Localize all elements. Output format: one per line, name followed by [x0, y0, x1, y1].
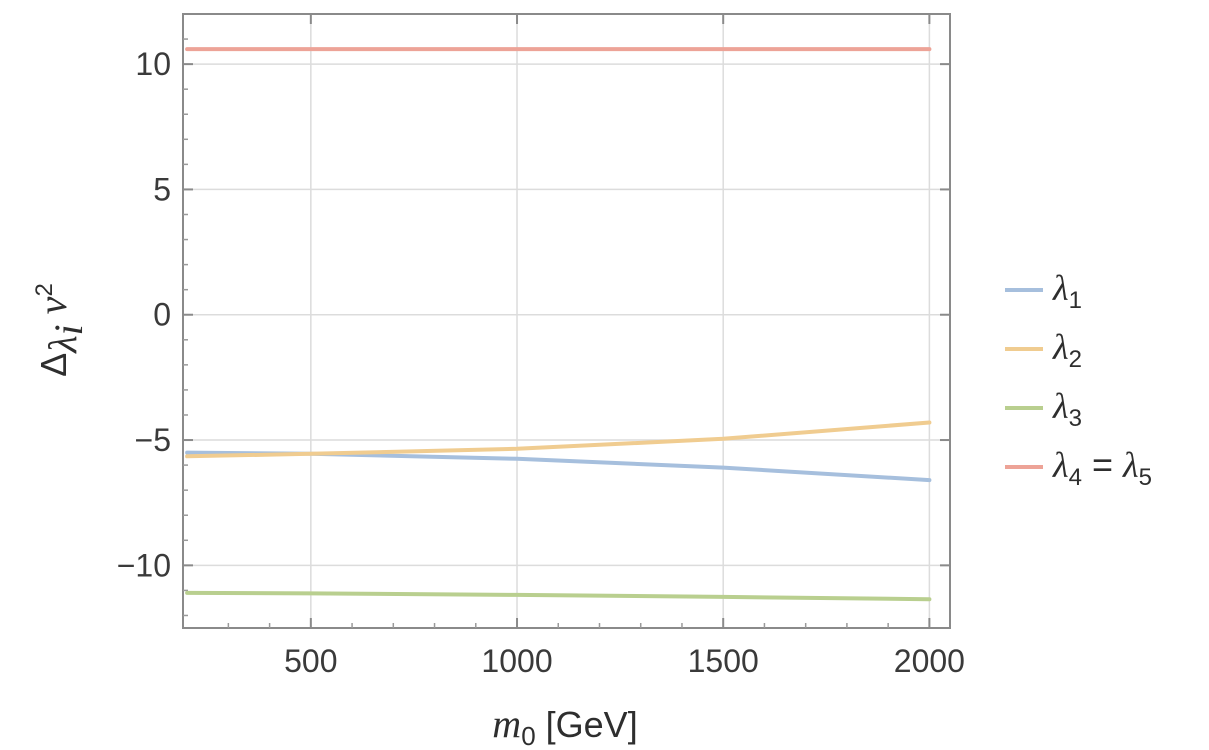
- legend-label: λ2: [1052, 327, 1082, 373]
- y-tick-label: −10: [117, 547, 171, 583]
- series-line: [185, 420, 932, 459]
- x-axis-label: m0 [GeV]: [492, 701, 637, 750]
- tick-marks: [183, 14, 950, 628]
- legend-label: λ4 = λ5: [1052, 444, 1152, 491]
- y-axis-label: Δλi v2: [30, 283, 91, 377]
- x-tick-labels: 500 1000 1500 2000: [284, 643, 965, 679]
- y-tick-label: 5: [153, 171, 171, 207]
- y-tick-label: 0: [153, 297, 171, 333]
- y-tick-label: 10: [135, 46, 171, 82]
- legend-label: λ3: [1052, 386, 1082, 432]
- series-line: [185, 450, 932, 483]
- legend-label: λ1: [1052, 268, 1082, 314]
- x-tick-label: 1500: [688, 643, 759, 679]
- grid-lines: [183, 14, 950, 628]
- x-tick-label: 1000: [481, 643, 552, 679]
- legend: λ1 λ2 λ3 λ4 = λ5: [1005, 268, 1152, 491]
- series-line: [185, 590, 932, 602]
- x-tick-label: 500: [284, 643, 337, 679]
- y-tick-labels: 10 5 0 −5 −10: [117, 46, 171, 583]
- series-lines: [185, 47, 932, 602]
- y-tick-label: −5: [135, 422, 171, 458]
- x-tick-label: 2000: [894, 643, 965, 679]
- plot-frame: [182, 13, 951, 629]
